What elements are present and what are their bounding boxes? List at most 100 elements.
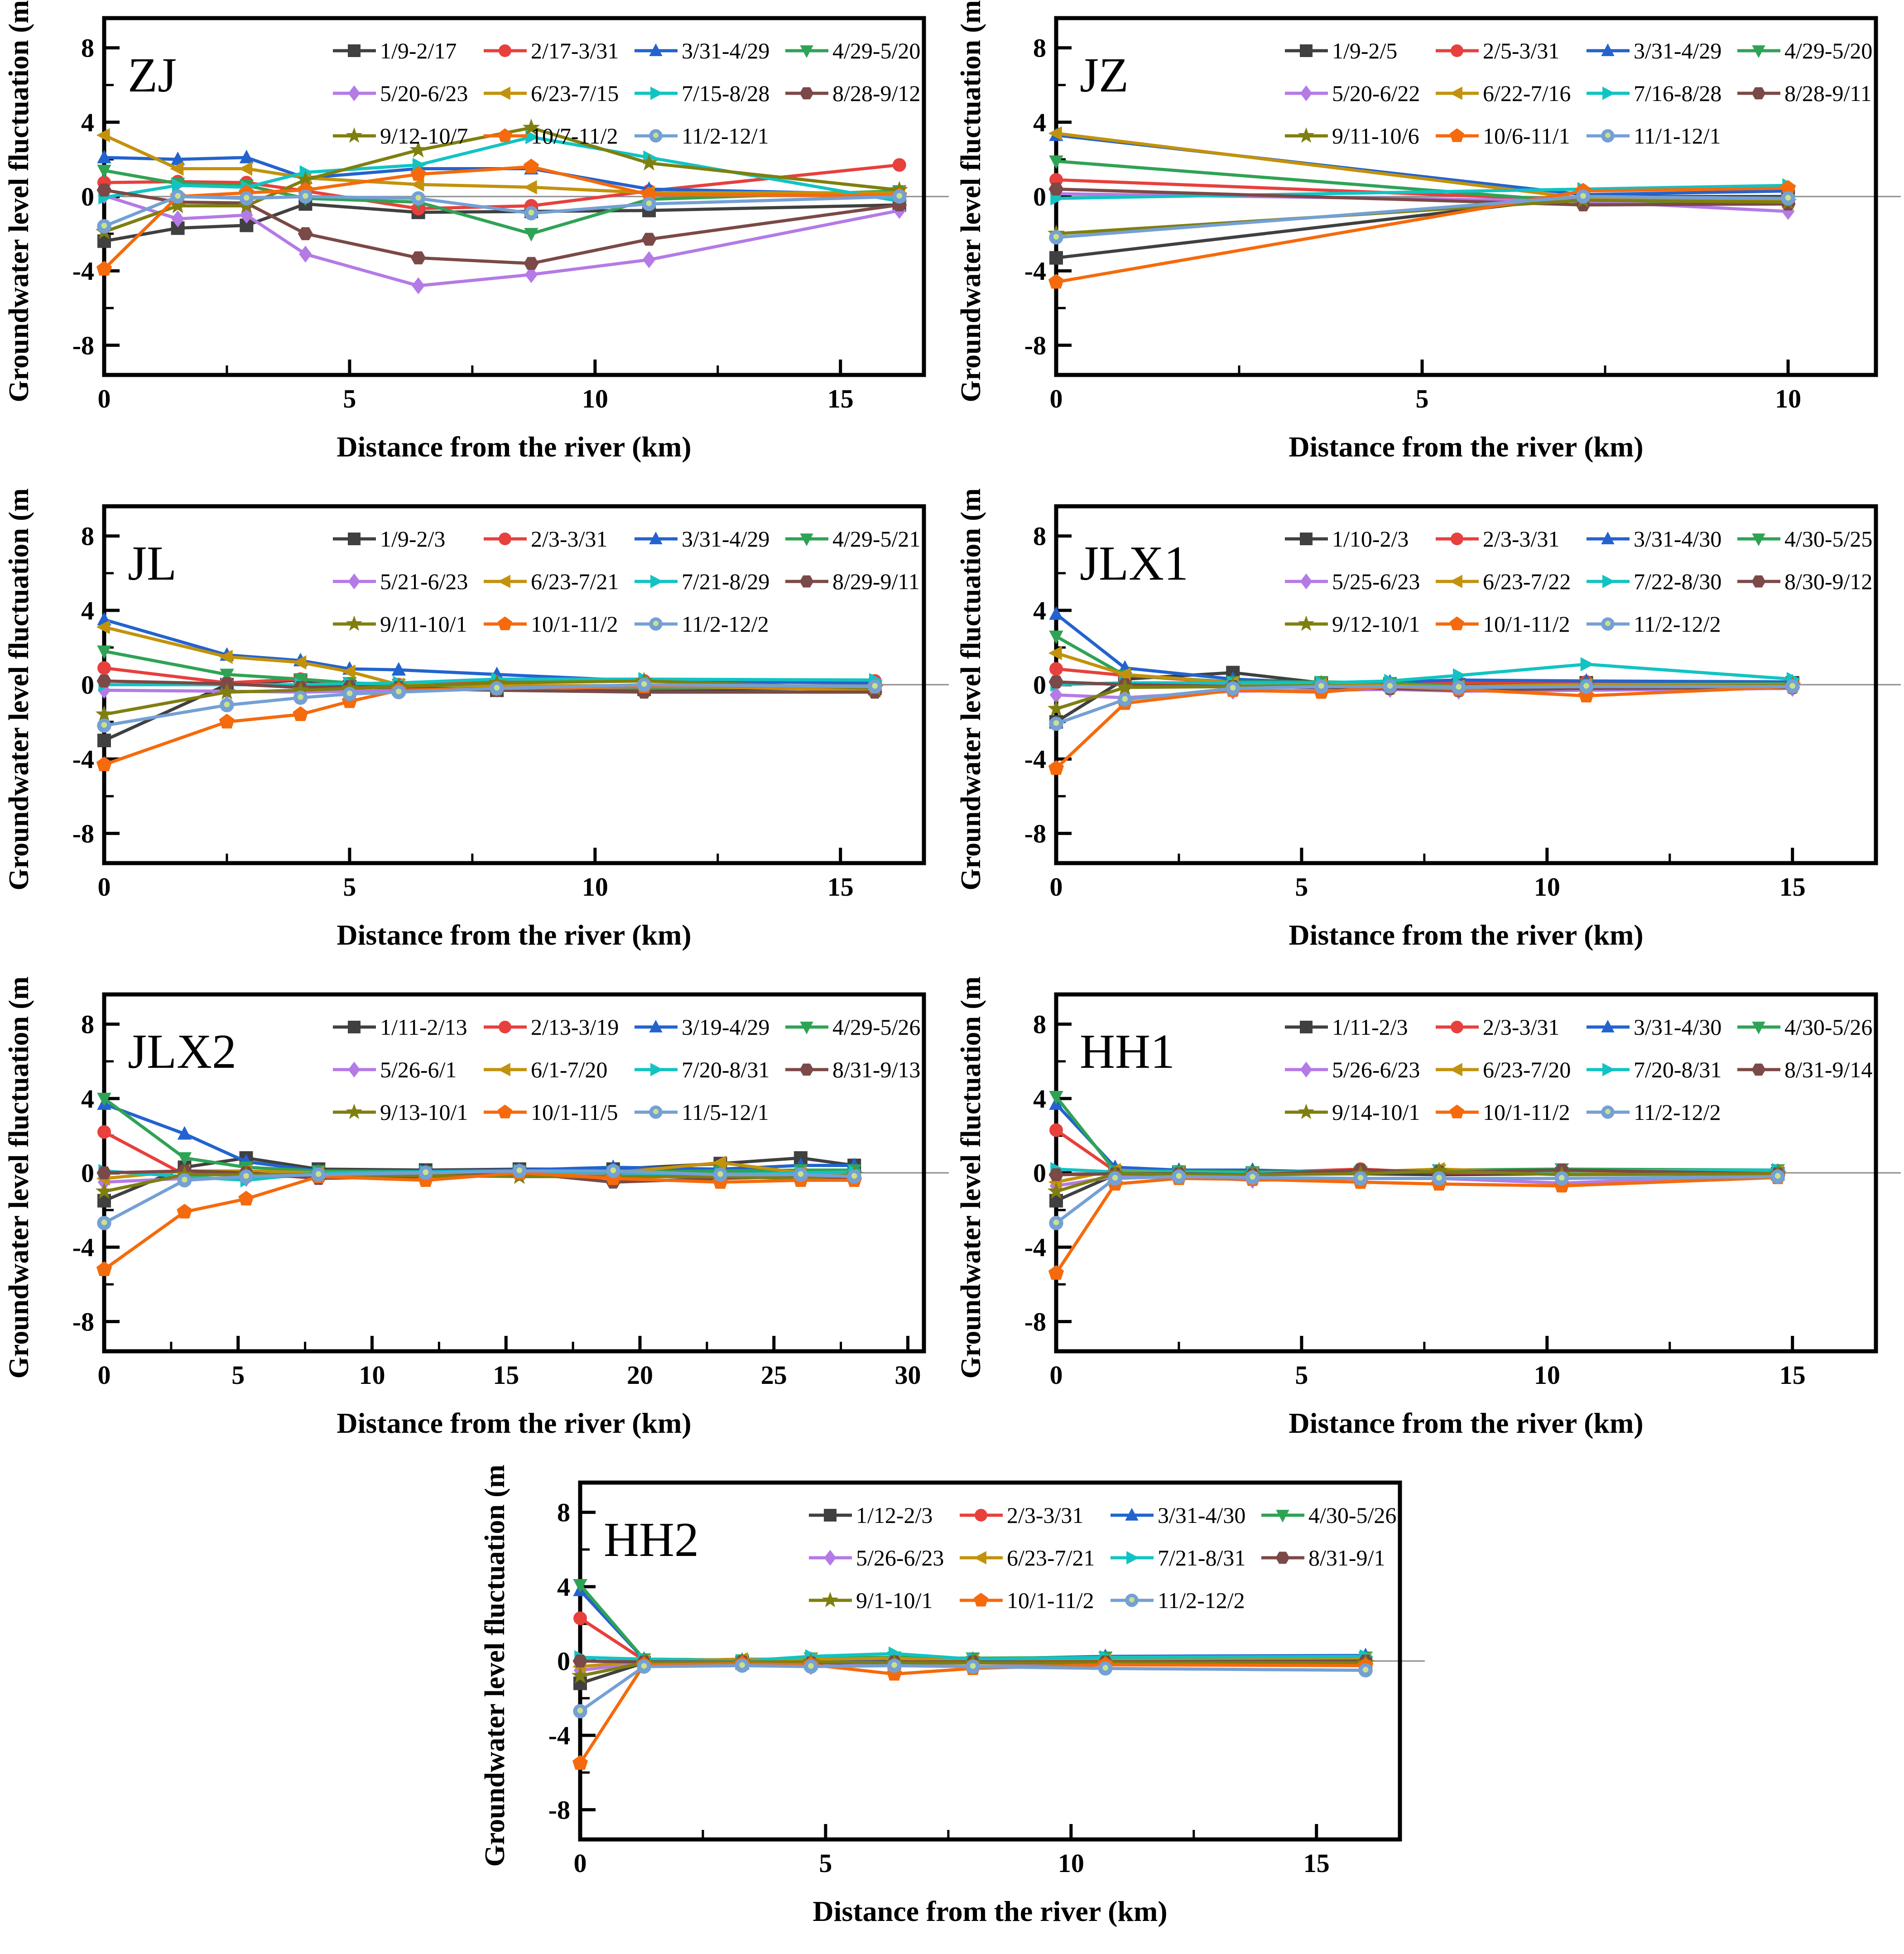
legend-label: 11/1-12/1 <box>1634 123 1721 149</box>
legend-marker <box>800 533 813 547</box>
legend-item-1/9-2/3: 1/9-2/3 <box>333 526 445 552</box>
y-axis: -8 -4 0 4 8 <box>1024 1010 1072 1336</box>
legend-item-4/30-5/25: 4/30-5/25 <box>1737 526 1872 552</box>
data-point-marker <box>1353 1171 1368 1186</box>
data-point-marker <box>97 1093 111 1107</box>
legend-marker <box>1601 1105 1615 1119</box>
legend-label: 10/1-11/2 <box>1483 611 1570 637</box>
legend-item-10/1-11/5: 10/1-11/5 <box>484 1099 618 1125</box>
legend-marker <box>348 1021 361 1033</box>
legend-item-9/11-10/1: 9/11-10/1 <box>333 611 467 637</box>
legend-marker <box>1601 129 1615 143</box>
x-tick-label: 10 <box>1775 384 1801 413</box>
legend: 1/11-2/3 2/3-3/31 3/31-4/30 4/30-5/26 5/26-6… <box>1285 1014 1872 1125</box>
legend-label: 2/3-3/31 <box>1007 1503 1083 1528</box>
data-point-marker <box>97 149 111 163</box>
legend-item-9/12-10/1: 9/12-10/1 <box>1285 611 1420 637</box>
data-point-marker <box>292 681 309 698</box>
legend-label: 1/9-2/17 <box>380 38 457 63</box>
series-11/2-12/2 <box>1049 1169 1785 1230</box>
legend-label: 10/1-11/5 <box>531 1099 618 1125</box>
legend-item-1/11-2/3: 1/11-2/3 <box>1285 1014 1408 1040</box>
legend-item-4/29-5/20: 4/29-5/20 <box>1737 38 1872 63</box>
legend-item-3/31-4/30: 3/31-4/30 <box>1111 1503 1245 1528</box>
data-point-marker <box>1047 1182 1065 1199</box>
legend-item-5/26-6/23: 5/26-6/23 <box>809 1545 944 1570</box>
series-11/2-12/2 <box>573 1658 1373 1719</box>
data-point-marker <box>1049 630 1063 644</box>
data-point-marker <box>410 166 426 181</box>
data-point-marker <box>97 234 111 248</box>
y-tick-label: 8 <box>1033 1010 1046 1039</box>
series-line <box>1054 685 1794 770</box>
series-line <box>102 679 877 716</box>
series-line <box>102 195 901 228</box>
y-tick-label: -4 <box>1024 744 1046 774</box>
data-point-marker <box>1047 700 1065 716</box>
series-line <box>102 1171 856 1271</box>
y-tick-label: -4 <box>548 1721 570 1750</box>
legend-marker <box>348 1061 361 1078</box>
data-point-marker <box>97 661 111 675</box>
legend-marker <box>649 617 663 631</box>
data-point-marker <box>1049 1194 1063 1208</box>
data-point-marker <box>712 1155 726 1170</box>
data-point-marker <box>1452 668 1466 683</box>
panel-title: JL <box>128 537 177 591</box>
legend: 1/9-2/3 2/3-3/31 3/31-4/29 4/29-5/21 5/21-6/… <box>333 526 920 637</box>
legend-label: 7/22-8/30 <box>1634 569 1721 594</box>
legend-marker <box>649 1105 663 1119</box>
legend: 1/12-2/3 2/3-3/31 3/31-4/30 4/30-5/26 5/26-6… <box>809 1503 1396 1613</box>
series-line <box>578 1664 1367 1713</box>
legend-label: 4/29-5/20 <box>1784 38 1872 63</box>
legend-item-3/31-4/30: 3/31-4/30 <box>1587 1014 1721 1040</box>
legend-item-10/1-11/2: 10/1-11/2 <box>484 611 618 637</box>
legend-item-6/1-7/20: 6/1-7/20 <box>484 1057 607 1082</box>
legend-item-5/20-6/22: 5/20-6/22 <box>1285 81 1420 106</box>
legend-label: 8/31-9/1 <box>1308 1545 1385 1570</box>
legend-marker <box>1602 1063 1616 1076</box>
panel-title: HH1 <box>1080 1025 1175 1079</box>
legend-item-5/21-6/23: 5/21-6/23 <box>333 569 468 594</box>
legend-label: 3/19-4/29 <box>682 1014 769 1040</box>
data-point-marker <box>293 673 308 687</box>
x-tick-label: 15 <box>1303 1848 1330 1878</box>
legend-item-6/23-7/22: 6/23-7/22 <box>1436 569 1571 594</box>
series-line <box>1054 1176 1779 1275</box>
y-axis: -8 -4 0 4 8 <box>548 1498 596 1824</box>
legend-item-9/13-10/1: 9/13-10/1 <box>333 1099 468 1125</box>
legend-label: 1/11-2/13 <box>380 1014 467 1040</box>
legend-marker <box>346 1104 362 1119</box>
y-tick-label: -8 <box>1024 1307 1046 1336</box>
data-point-marker <box>524 257 539 270</box>
y-tick-label: 0 <box>81 182 94 211</box>
y-tick-label: 0 <box>81 670 94 700</box>
legend-item-6/23-7/15: 6/23-7/15 <box>484 81 619 106</box>
legend-label: 3/31-4/29 <box>1634 38 1721 63</box>
legend-marker <box>1449 575 1462 588</box>
legend-label: 7/20-8/31 <box>1634 1057 1721 1082</box>
legend-label: 9/1-10/1 <box>856 1588 933 1613</box>
legend-marker <box>497 86 510 100</box>
legend-label: 3/31-4/29 <box>682 526 769 552</box>
x-tick-label: 0 <box>98 872 111 902</box>
y-tick-label: 0 <box>1033 182 1046 211</box>
data-point-marker <box>523 158 539 173</box>
legend-item-9/11-10/6: 9/11-10/6 <box>1285 123 1419 149</box>
data-point-marker <box>170 151 185 165</box>
data-point-marker <box>1049 1123 1063 1137</box>
data-point-marker <box>95 705 113 722</box>
series-line <box>578 1652 1367 1663</box>
data-point-marker <box>293 706 308 721</box>
legend-marker <box>1752 1022 1765 1035</box>
x-tick-label: 0 <box>1050 1360 1063 1390</box>
data-point-marker <box>524 228 539 242</box>
legend-label: 11/2-12/2 <box>1634 611 1721 637</box>
legend-marker <box>348 573 361 590</box>
y-tick-label: -4 <box>72 1233 94 1262</box>
data-point-marker <box>97 734 111 748</box>
legend-label: 11/5-12/1 <box>682 1099 769 1125</box>
legend-marker <box>1450 128 1464 142</box>
y-tick-label: -8 <box>72 1307 94 1336</box>
legend-label: 2/13-3/19 <box>531 1014 619 1040</box>
